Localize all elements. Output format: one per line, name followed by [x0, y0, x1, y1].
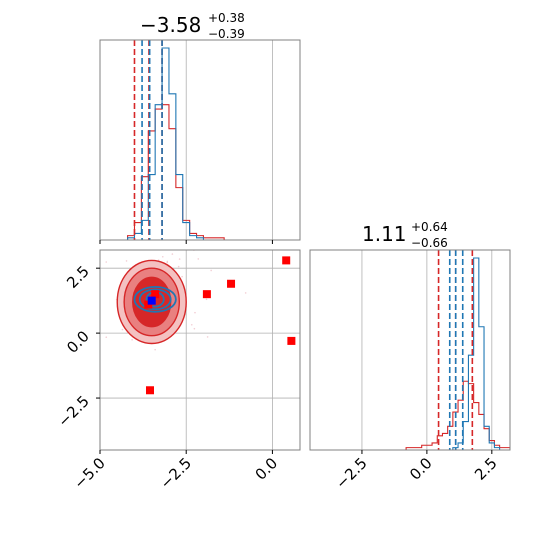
sample-point-red — [197, 258, 200, 260]
sample-point-red — [105, 336, 108, 338]
sample-point-red — [161, 255, 164, 258]
panel-2d-param0-param1: −5.0 −2.5 0.0 2.5 0.0 −2.5 — [54, 224, 333, 493]
marker-red-7 — [146, 386, 154, 395]
title-param0-minus: −0.39 — [208, 27, 245, 41]
title-param0-plus: +0.38 — [208, 11, 245, 25]
tick-label-y-2d-2: −2.5 — [54, 392, 92, 430]
sample-point-red — [101, 233, 103, 235]
sample-point-red — [206, 336, 209, 338]
sample-point-red — [138, 224, 140, 226]
hist-param0-red-series — [100, 104, 300, 240]
panel-hist-param0 — [99, 39, 301, 244]
marker-red-5 — [287, 336, 296, 345]
sample-point-red — [205, 298, 208, 301]
sample-point-red — [125, 260, 128, 262]
marks-hist-param0 — [100, 40, 300, 240]
sample-point-red — [193, 327, 196, 330]
marker-red-3 — [227, 279, 236, 288]
marks-2d — [101, 224, 333, 395]
sample-point-red — [171, 253, 174, 255]
title-param1-minus: −0.66 — [411, 236, 448, 250]
ticks-hist-param0 — [99, 240, 273, 244]
sample-point-red — [177, 265, 180, 268]
title-param0-value: −3.58 — [140, 13, 201, 37]
sample-point-red — [190, 323, 193, 326]
tick-label-x-hist-param1-1: 0.0 — [406, 454, 436, 484]
marks-hist-param1 — [400, 250, 510, 450]
title-param0: −3.58 +0.38 −0.39 — [140, 11, 245, 41]
sample-point-red — [121, 328, 124, 331]
title-param1-value: 1.11 — [362, 222, 407, 246]
contour-blue-level-1 — [138, 288, 172, 311]
sample-point-red — [154, 348, 156, 351]
tick-label-y-2d-0: 2.5 — [63, 262, 93, 292]
sample-point-red — [244, 292, 247, 294]
frame-hist-param0 — [99, 39, 301, 241]
frame-2d — [99, 249, 301, 451]
tick-label-x-2d-0: −5.0 — [70, 454, 108, 492]
hist-param0-blue-series — [100, 47, 300, 240]
sample-point-red — [178, 258, 181, 260]
tick-label-x-hist-param1-0: −2.5 — [332, 454, 370, 492]
tick-label-y-2d-1: 0.0 — [63, 327, 93, 357]
marker-blue — [147, 296, 156, 305]
tick-label-x-hist-param1-2: 2.5 — [471, 454, 501, 484]
frame-hist-param1 — [309, 249, 511, 451]
hist-param1-blue-series — [400, 257, 510, 450]
sample-point-red — [131, 338, 133, 341]
marker-red-0 — [151, 290, 160, 299]
marker-red-2 — [202, 290, 211, 299]
marker-red-4 — [282, 256, 291, 265]
contour-blue-level-2 — [133, 285, 177, 313]
sample-point-red — [166, 260, 169, 263]
sample-point-red — [105, 261, 108, 263]
sample-point-red — [210, 269, 212, 272]
sample-point-red — [181, 275, 183, 278]
title-param1-plus: +0.64 — [411, 220, 448, 234]
sample-point-red — [194, 311, 196, 314]
ticks-hist-param1: −2.5 0.0 2.5 — [332, 450, 501, 493]
panel-hist-param1: −2.5 0.0 2.5 — [309, 249, 511, 493]
marker-red-6 — [325, 386, 333, 394]
grid-hist-param1 — [361, 250, 493, 450]
hist-param1-red-series — [400, 380, 510, 450]
tick-label-x-2d-2: 0.0 — [252, 454, 282, 484]
grid-hist-param0 — [99, 40, 273, 240]
tick-label-x-2d-1: −2.5 — [157, 454, 195, 492]
title-param1: 1.11 +0.64 −0.66 — [362, 220, 448, 250]
